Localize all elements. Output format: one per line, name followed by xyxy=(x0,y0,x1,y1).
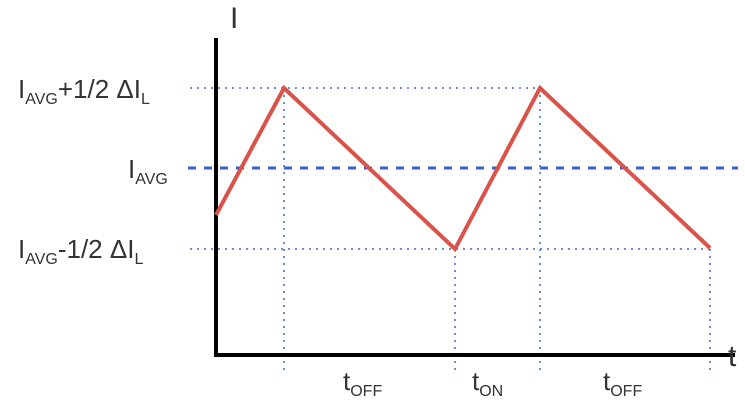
upper-sub2: L xyxy=(141,91,150,108)
average-main: I xyxy=(128,154,136,184)
interval-sub: OFF xyxy=(350,383,383,400)
lower-level-label: IAVG-1/2 ΔIL xyxy=(18,236,143,268)
lower-sub2: L xyxy=(134,251,144,268)
average-level-label: IAVG xyxy=(128,156,168,188)
upper-level-label: IAVG+1/2 ΔIL xyxy=(18,76,150,108)
interval-main: t xyxy=(343,366,351,396)
lower-mid: -1/2 ΔI xyxy=(57,234,135,264)
interval-main: t xyxy=(472,366,480,396)
interval-t-on: tON xyxy=(472,368,503,400)
inductor-current-waveform xyxy=(214,84,712,253)
interval-t-off-1: tOFF xyxy=(343,368,382,400)
upper-main: I xyxy=(18,74,26,104)
upper-sub: AVG xyxy=(25,91,58,108)
lower-main: I xyxy=(18,234,26,264)
interval-sub: OFF xyxy=(610,383,643,400)
guide-lines xyxy=(190,87,711,374)
y-axis-label: I xyxy=(230,2,239,35)
upper-mid: +1/2 ΔI xyxy=(57,74,141,104)
interval-sub: ON xyxy=(479,383,504,400)
interval-main: t xyxy=(603,366,611,396)
average-sub: AVG xyxy=(135,171,168,188)
lower-sub: AVG xyxy=(25,251,58,268)
x-axis-label: t xyxy=(728,340,737,373)
interval-t-off-2: tOFF xyxy=(603,368,642,400)
